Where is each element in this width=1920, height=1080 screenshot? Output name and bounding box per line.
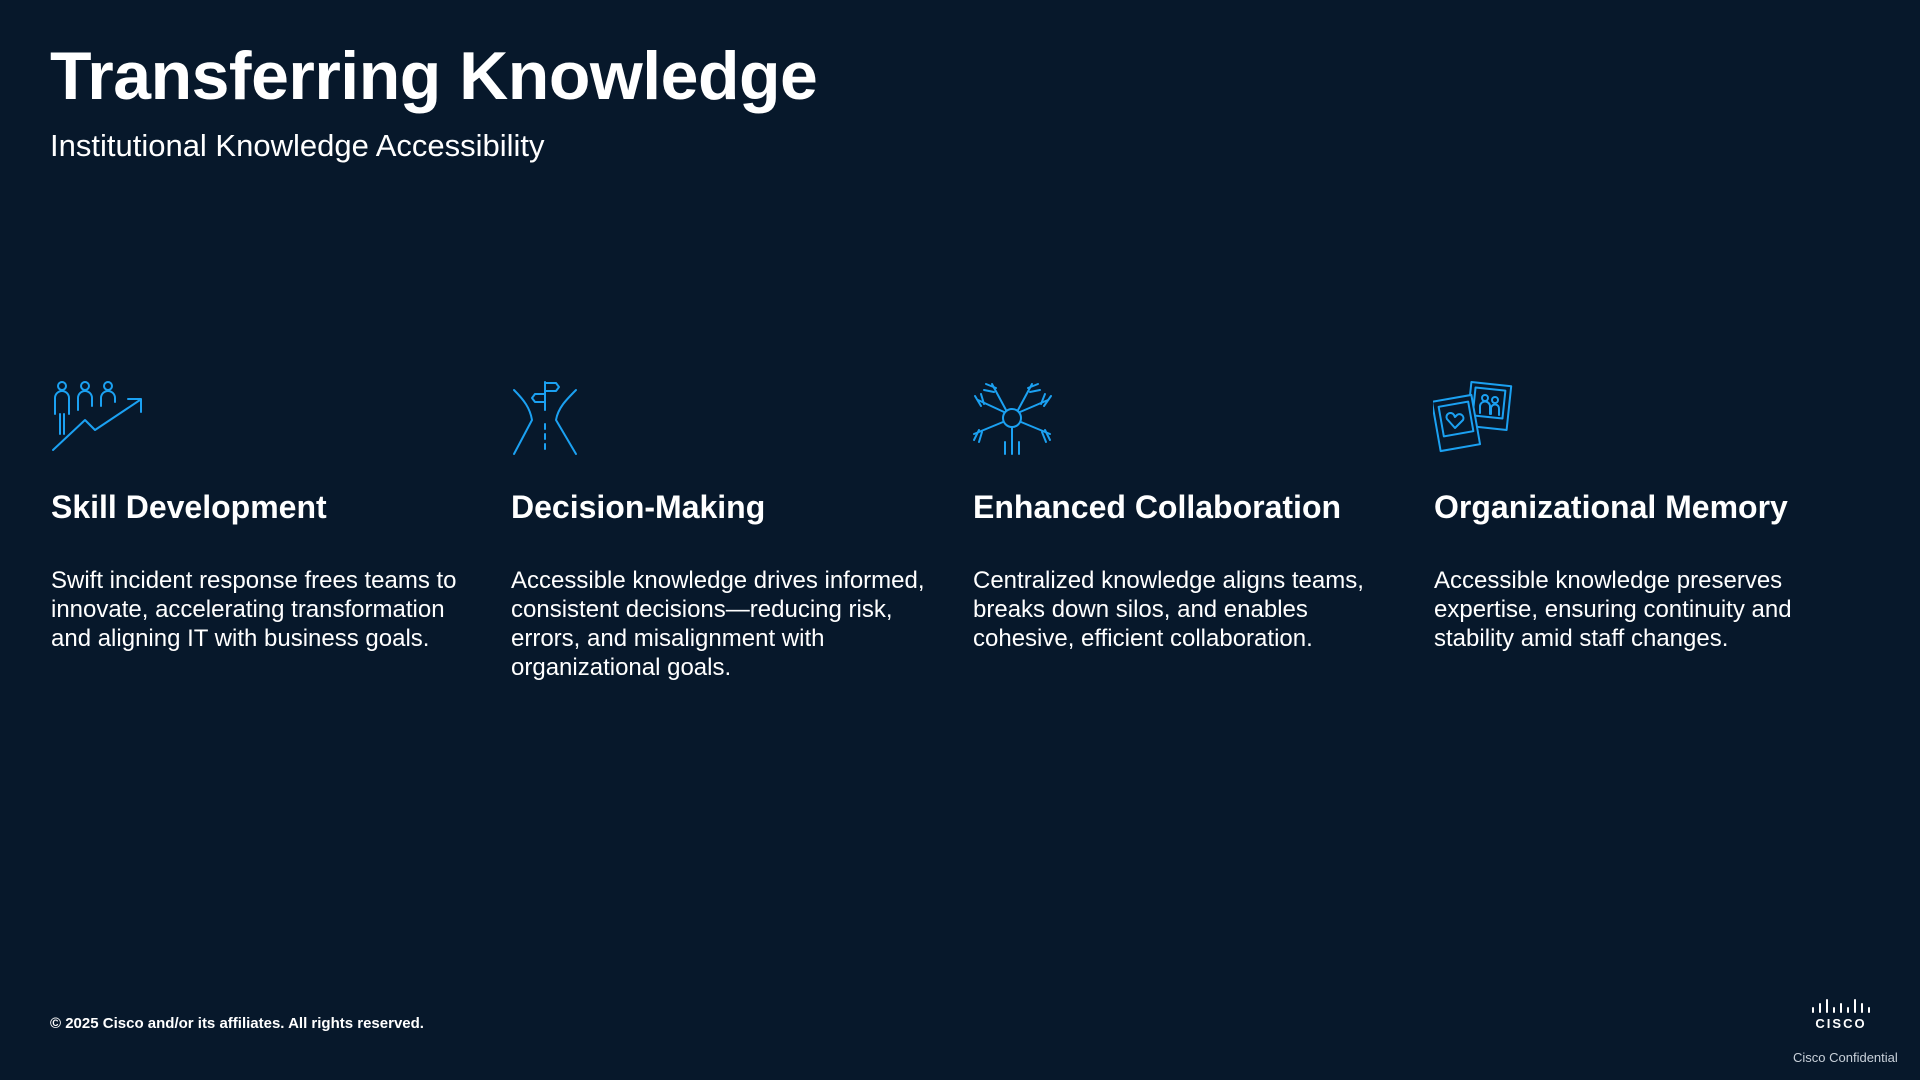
feature-description: Accessible knowledge preserves expertise… xyxy=(1434,567,1792,652)
cisco-logo: CISCO xyxy=(1810,998,1872,1032)
photo-memories-icon xyxy=(1433,380,1529,456)
cisco-wordmark: CISCO xyxy=(1815,1016,1867,1031)
feature-title: Skill Development xyxy=(51,489,327,525)
feature-title: Organizational Memory xyxy=(1434,489,1788,525)
feature-description: Accessible knowledge drives informed, co… xyxy=(511,567,925,681)
joined-hands-icon xyxy=(972,380,1068,456)
feature-title: Enhanced Collaboration xyxy=(973,489,1342,525)
cisco-bars-icon xyxy=(1812,999,1870,1013)
feature-title: Decision-Making xyxy=(511,489,766,525)
confidential-label: Cisco Confidential xyxy=(1793,1050,1898,1065)
feature-description: Centralized knowledge aligns teams, brea… xyxy=(973,567,1364,652)
slide-subtitle: Institutional Knowledge Accessibility xyxy=(50,128,545,163)
team-growth-icon xyxy=(50,380,146,456)
feature-description: Swift incident response frees teams to i… xyxy=(51,567,457,652)
copyright-notice: © 2025 Cisco and/or its affiliates. All … xyxy=(50,1015,424,1032)
crossroads-signpost-icon xyxy=(510,380,606,456)
slide-title: Transferring Knowledge xyxy=(50,38,818,114)
